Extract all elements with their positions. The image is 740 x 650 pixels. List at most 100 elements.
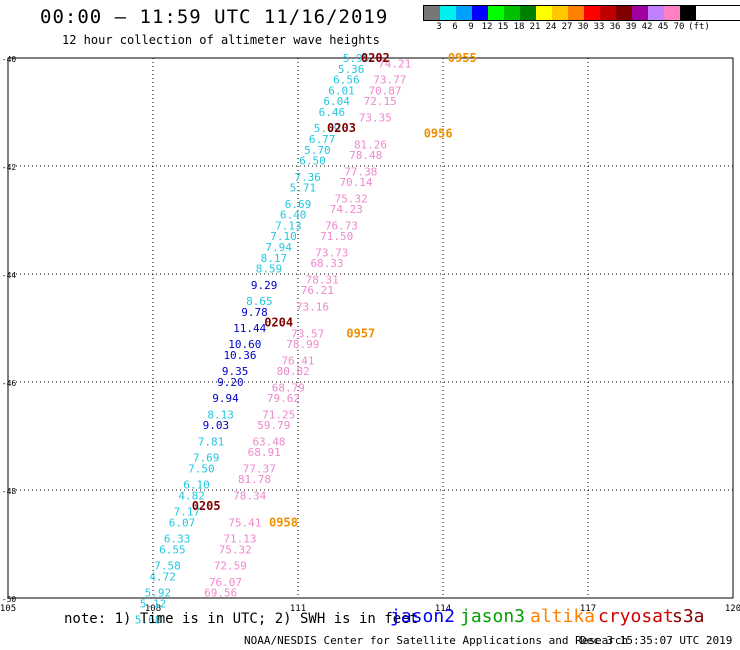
wave-height-value: 6.07 [169,516,196,529]
wave-height-value: 6.77 [309,133,336,146]
legend-swatch [440,6,456,20]
pass-time-label: 0958 [269,515,298,529]
wave-height-value: 78.48 [349,149,382,162]
wave-height-value: 6.69 [285,198,312,211]
wave-height-value: 76.21 [301,284,334,297]
lon-tick-label: 108 [145,604,161,614]
wave-height-value: 8.13 [207,408,234,421]
wave-height-value: 7.58 [154,560,181,573]
pass-time-label: 0205 [192,499,221,513]
wave-height-value: 75.32 [335,192,368,205]
pass-time-label: 0202 [361,51,390,65]
wave-height-value: 74.21 [378,57,411,70]
wave-height-value: 7.94 [265,241,292,254]
legend-labels: 3 6 9 12 15 18 21 24 27 30 33 36 39 42 45 70 (ft) [423,21,740,33]
wave-height-value: 6.40 [280,209,307,222]
legend-label: 36 [609,22,621,32]
lat-tick-label: -40 [2,55,17,64]
wave-height-value: 5.12 [140,597,167,610]
satellite-jason3: jason3 [460,606,526,627]
wave-height-value: 68.91 [248,446,281,459]
wave-height-value: 77.37 [243,462,276,475]
pass-time-label: 0204 [264,316,293,330]
page-subtitle: 12 hour collection of altimeter wave hei… [62,33,380,47]
wave-height-value: 6.33 [164,533,191,546]
wave-height-value: 72.15 [364,95,397,108]
wave-height-value: 10.36 [223,349,256,362]
wave-height-value: 5.69 [314,122,341,135]
satellite-s3a: s3a [672,606,705,627]
wave-height-value: 70.87 [368,84,401,97]
wave-height-value: 73.57 [291,327,324,340]
map-grid [8,58,733,598]
legend-label: 27 [561,22,573,32]
pass-time-label: 0956 [424,127,453,141]
wave-height-value: 70.14 [339,176,372,189]
legend-swatch [520,6,536,20]
wave-height-value: 5.95 [343,52,370,65]
legend-label: 9 [468,22,474,32]
legend-swatch [600,6,616,20]
lon-tick-label: 120 [725,604,740,614]
legend-swatches [423,5,740,21]
wave-height-value: 8.17 [261,252,288,265]
wave-height-value: 9.20 [217,376,244,389]
legend-swatch [488,6,504,20]
wave-height-value: 68.79 [272,381,305,394]
wave-height-value: 78.34 [233,489,266,502]
wave-height-value: 9.35 [222,365,249,378]
legend-label: 6 [452,22,458,32]
wave-height-value: 8.59 [256,263,283,276]
legend-label: 15 [497,22,509,32]
wave-height-value: 5.92 [145,587,172,600]
wave-height-value: 71.25 [262,408,295,421]
legend-swatch [584,6,600,20]
pass-time-label: 0203 [327,121,356,135]
lon-tick-label: 117 [580,604,596,614]
pass-time-label: 0955 [448,51,477,65]
legend-swatch [648,6,664,20]
page-title: 00:00 – 11:59 UTC 11/16/2019 [40,6,389,28]
legend-swatch [536,6,552,20]
credit-date: Dec 3 15:35:07 UTC 2019 [580,634,733,647]
wave-height-value: 5.68 [135,614,162,627]
wave-height-value: 76.73 [325,219,358,232]
legend-label: 30 [577,22,589,32]
wave-height-value: 6.01 [328,84,355,97]
wave-height-value: 9.78 [241,306,268,319]
legend-label: 12 [481,22,493,32]
lon-tick-label: 105 [0,604,16,614]
legend-label: 24 [545,22,557,32]
legend-swatch [632,6,648,20]
credit-line: NOAA/NESDIS Center for Satellite Applica… [244,634,629,647]
wave-height-value: 4.72 [149,570,176,583]
wave-height-value: 5.36 [338,63,365,76]
legend-label: 21 [529,22,541,32]
wave-height-value: 4.82 [178,489,205,502]
legend-swatch [664,6,680,20]
lat-tick-label: -50 [2,595,17,604]
map-frame [7,57,734,599]
lat-tick-label: -42 [2,163,17,172]
wave-height-value: 76.07 [209,576,242,589]
pass-time-label: 0957 [346,326,375,340]
lat-tick-label: -48 [2,487,17,496]
legend-swatch [472,6,488,20]
legend-swatch [504,6,520,20]
wave-height-value: 7.10 [270,230,297,243]
wave-height-value: 73.73 [315,246,348,259]
wave-height-value: 6.46 [319,106,346,119]
legend-swatch [568,6,584,20]
wave-height-value: 7.36 [294,171,321,184]
wave-height-value: 63.48 [252,435,285,448]
legend-swatch [552,6,568,20]
wave-height-value: 77.38 [344,165,377,178]
wave-height-value: 76.41 [281,354,314,367]
wave-height-value: 8.65 [246,295,273,308]
legend-label: 70 [673,22,685,32]
wave-height-value: 6.04 [323,95,350,108]
satellite-cryosat: cryosat [598,606,674,627]
wave-height-value: 68.33 [310,257,343,270]
wave-height-value: 73.35 [359,111,392,124]
